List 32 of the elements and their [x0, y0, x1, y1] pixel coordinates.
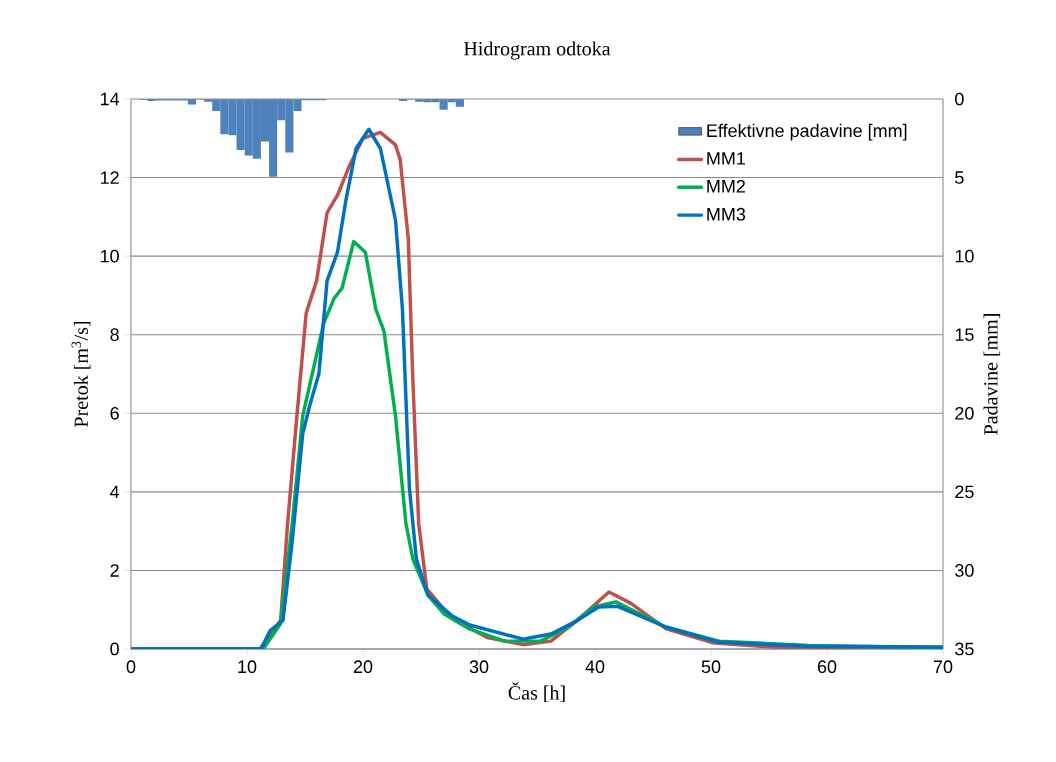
y2-tick-label: 15	[955, 328, 974, 341]
legend-label: Effektivne padavine [mm]	[707, 123, 907, 141]
x-tick-label: 70	[933, 660, 953, 674]
y2-tick-label: 30	[955, 564, 974, 577]
y2-tick-label: 35	[955, 642, 974, 656]
y-tick-label: 12	[100, 171, 119, 184]
x-tick-label: 60	[817, 660, 837, 674]
x-tick-label: 30	[469, 660, 489, 674]
x-axis-title: Čas [h]	[508, 682, 565, 703]
y-tick-label: 10	[100, 249, 119, 263]
y2-tick-label: 20	[955, 406, 974, 420]
legend-label: MM3	[707, 207, 746, 221]
y-tick-label: 14	[100, 92, 120, 106]
legend-label: MM1	[707, 152, 745, 165]
y2-tick-label: 25	[955, 485, 974, 499]
chart-title: Hidrogram odtoka	[464, 41, 611, 60]
x-tick-label: 10	[238, 660, 257, 674]
x-tick-label: 50	[701, 660, 721, 674]
y-tick-label: 4	[110, 485, 120, 499]
y-tick-label: 2	[110, 564, 119, 577]
x-tick-label: 0	[126, 660, 136, 674]
legend-label: MM2	[707, 179, 745, 193]
y-tick-label: 0	[110, 642, 119, 656]
y2-axis-title: Padavine [mm]	[983, 314, 1001, 435]
y2-tick-label: 5	[955, 171, 964, 184]
y2-tick-label: 10	[955, 249, 974, 263]
y-tick-label: 8	[110, 328, 119, 342]
y2-tick-label: 0	[955, 92, 964, 106]
y-axis-title: Pretok [m$^{3}$/s]	[71, 321, 91, 427]
x-tick-label: 20	[353, 660, 373, 674]
y-tick-label: 6	[110, 406, 119, 420]
x-tick-label: 40	[585, 660, 605, 674]
